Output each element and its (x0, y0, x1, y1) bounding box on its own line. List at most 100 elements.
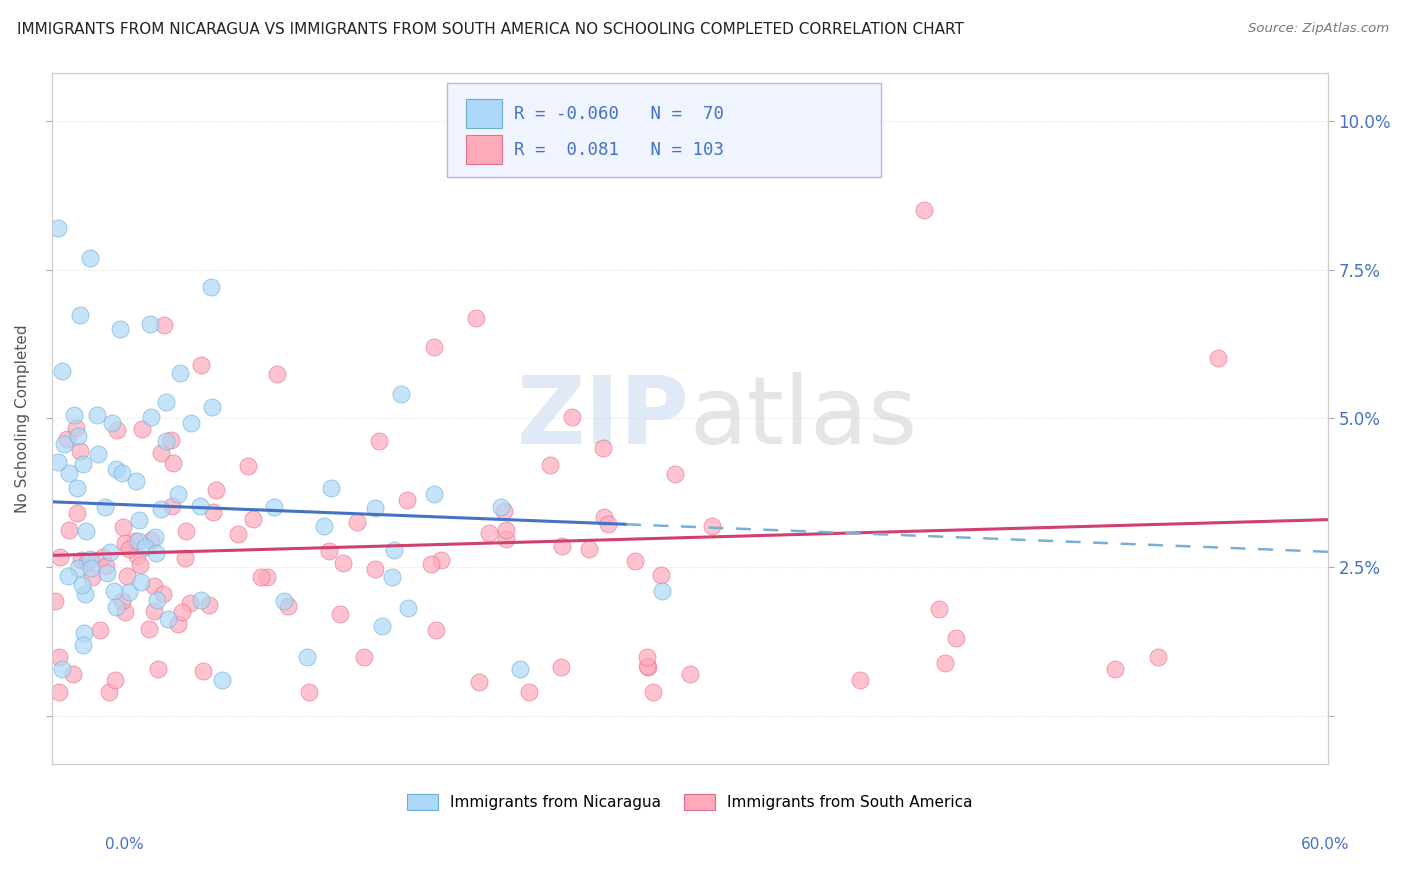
Point (353, 650, 375, 665)
Point (1206, 351, 1229, 365)
Point (329, 607, 352, 622)
Point (72, 638, 94, 652)
Point (48, 685, 70, 699)
Point (58, 524, 80, 538)
Point (1147, 649, 1170, 664)
Point (138, 623, 160, 637)
Point (155, 395, 177, 409)
Text: Source: ZipAtlas.com: Source: ZipAtlas.com (1249, 22, 1389, 36)
Point (65, 420, 87, 434)
Point (495, 533, 517, 547)
Point (934, 656, 956, 670)
Point (111, 594, 134, 608)
Point (58, 467, 80, 481)
Point (79, 251, 101, 265)
Point (636, 659, 658, 673)
Text: atlas: atlas (690, 372, 918, 465)
Point (51, 364, 73, 378)
Point (298, 685, 321, 699)
Text: ZIP: ZIP (517, 372, 690, 465)
Point (928, 601, 950, 615)
Point (420, 558, 443, 572)
Point (266, 368, 288, 382)
Point (157, 612, 180, 626)
Point (236, 459, 259, 474)
Point (509, 661, 531, 675)
Point (430, 553, 453, 567)
Point (201, 400, 224, 414)
Point (211, 673, 233, 688)
Point (226, 527, 249, 541)
Point (70, 552, 93, 566)
Point (423, 340, 446, 354)
Point (641, 685, 664, 699)
Point (131, 422, 153, 436)
Point (146, 593, 169, 607)
Point (70, 578, 93, 592)
Point (124, 534, 146, 549)
Point (371, 619, 394, 633)
Point (623, 554, 645, 568)
Point (650, 568, 672, 582)
Point (550, 660, 572, 674)
Point (382, 542, 405, 557)
Point (128, 513, 150, 527)
Point (170, 605, 193, 619)
Point (152, 587, 174, 601)
Point (139, 317, 162, 331)
Point (75, 587, 97, 601)
Point (103, 584, 125, 599)
Point (551, 540, 574, 554)
Point (146, 661, 169, 675)
Point (173, 551, 195, 566)
Point (127, 549, 149, 563)
Point (700, 518, 723, 533)
Point (193, 665, 215, 679)
Point (318, 544, 340, 558)
Point (849, 673, 872, 688)
Point (381, 570, 404, 584)
Point (98, 545, 121, 559)
Point (945, 631, 967, 645)
Point (117, 569, 139, 583)
Point (149, 501, 172, 516)
Point (101, 417, 124, 431)
Point (538, 458, 561, 472)
Point (104, 673, 127, 687)
Point (143, 530, 166, 544)
Point (118, 584, 141, 599)
Point (912, 202, 935, 217)
Point (111, 519, 134, 533)
Point (332, 557, 354, 571)
Point (295, 649, 318, 664)
Point (489, 500, 512, 515)
Point (188, 499, 211, 513)
Point (52, 437, 75, 451)
Text: R =  0.081   N = 103: R = 0.081 N = 103 (513, 141, 724, 159)
Point (190, 358, 212, 372)
Point (80, 570, 103, 584)
Point (145, 546, 167, 560)
Point (118, 542, 141, 557)
Text: 0.0%: 0.0% (105, 838, 145, 852)
Point (561, 409, 583, 424)
Text: 60.0%: 60.0% (1302, 838, 1350, 852)
Point (190, 593, 212, 607)
Point (143, 604, 166, 618)
Point (48, 550, 70, 565)
Point (598, 517, 620, 532)
Point (73, 625, 96, 640)
Point (152, 318, 174, 332)
Legend: Immigrants from Nicaragua, Immigrants from South America: Immigrants from Nicaragua, Immigrants fr… (402, 789, 977, 815)
Point (198, 598, 221, 612)
Point (104, 462, 127, 476)
Point (104, 600, 127, 615)
Point (592, 510, 614, 524)
Point (250, 570, 273, 584)
Point (319, 481, 342, 495)
Point (44, 594, 66, 608)
Point (423, 487, 446, 501)
Point (495, 524, 517, 538)
Point (46, 455, 69, 469)
Point (273, 594, 295, 608)
